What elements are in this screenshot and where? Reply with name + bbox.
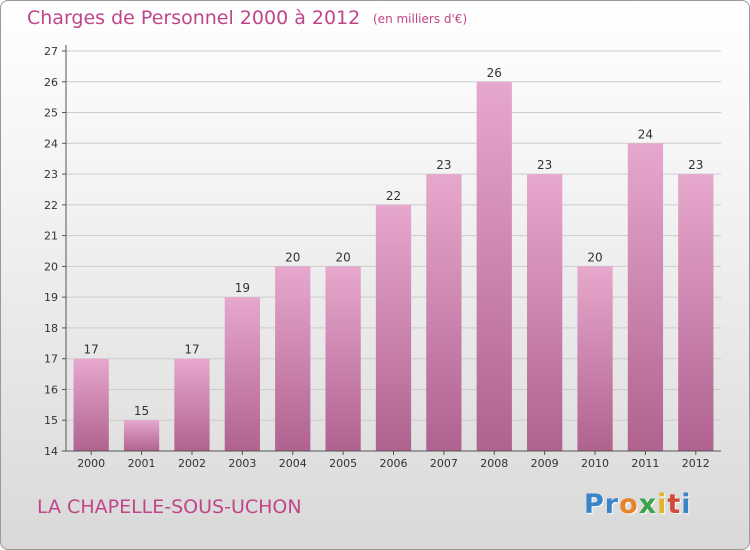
data-label: 17 [184, 343, 199, 357]
y-tick-label: 22 [44, 199, 58, 212]
y-tick-label: 14 [44, 445, 58, 458]
y-tick-label: 15 [44, 414, 58, 427]
y-tick-label: 17 [44, 353, 58, 366]
logo-letter: i [657, 489, 668, 520]
logo-letter: i [681, 489, 692, 520]
x-tick-label: 2000 [77, 457, 105, 470]
bar [627, 143, 664, 452]
x-tick-label: 2004 [279, 457, 307, 470]
x-tick-label: 2005 [329, 457, 357, 470]
data-label: 20 [335, 250, 350, 264]
x-tick-label: 2011 [631, 457, 659, 470]
y-tick-label: 20 [44, 260, 58, 273]
data-label: 17 [84, 343, 99, 357]
y-tick-label: 19 [44, 291, 58, 304]
logo-letter: P [584, 489, 605, 520]
x-tick-label: 2006 [380, 457, 408, 470]
bar [577, 266, 613, 451]
proxiti-logo: Proxiti [584, 489, 692, 520]
y-tick-label: 26 [44, 76, 58, 89]
bar [123, 420, 160, 451]
data-label: 20 [587, 250, 602, 264]
bar [476, 81, 512, 452]
x-tick-label: 2010 [581, 457, 609, 470]
bar [224, 297, 260, 451]
logo-letter: t [667, 489, 682, 520]
y-tick-label: 18 [44, 322, 58, 335]
y-tick-label: 24 [44, 137, 58, 150]
data-label: 19 [235, 281, 250, 295]
bar [527, 174, 563, 452]
x-tick-label: 2007 [430, 457, 458, 470]
data-label: 24 [638, 127, 653, 141]
data-label: 23 [436, 158, 451, 172]
logo-letter: o [619, 489, 639, 520]
y-tick-label: 25 [44, 107, 58, 120]
bar [678, 174, 714, 452]
bar [73, 358, 109, 451]
bar [426, 174, 462, 452]
logo-letter: x [638, 489, 658, 520]
bar [375, 204, 412, 451]
x-tick-label: 2009 [531, 457, 559, 470]
data-label: 22 [386, 189, 401, 203]
y-tick-label: 21 [44, 230, 58, 243]
y-tick-label: 27 [44, 45, 58, 58]
data-label: 20 [285, 250, 300, 264]
chart-subtitle: (en milliers d'€) [373, 12, 468, 26]
chart-title: Charges de Personnel 2000 à 2012 [27, 7, 361, 29]
x-tick-label: 2002 [178, 457, 206, 470]
logo-letter: r [604, 489, 620, 520]
y-tick-label: 23 [44, 168, 58, 181]
data-label: 15 [134, 404, 149, 418]
data-label: 23 [537, 158, 552, 172]
x-tick-label: 2001 [128, 457, 156, 470]
x-tick-label: 2012 [682, 457, 710, 470]
x-tick-label: 2008 [480, 457, 508, 470]
bar [174, 358, 210, 451]
data-label: 23 [688, 158, 703, 172]
bar [275, 266, 311, 451]
x-tick-label: 2003 [228, 457, 256, 470]
y-tick-label: 16 [44, 383, 58, 396]
data-label: 26 [487, 66, 502, 80]
place-name: LA CHAPELLE-SOUS-UCHON [37, 496, 302, 518]
bar [325, 266, 361, 451]
